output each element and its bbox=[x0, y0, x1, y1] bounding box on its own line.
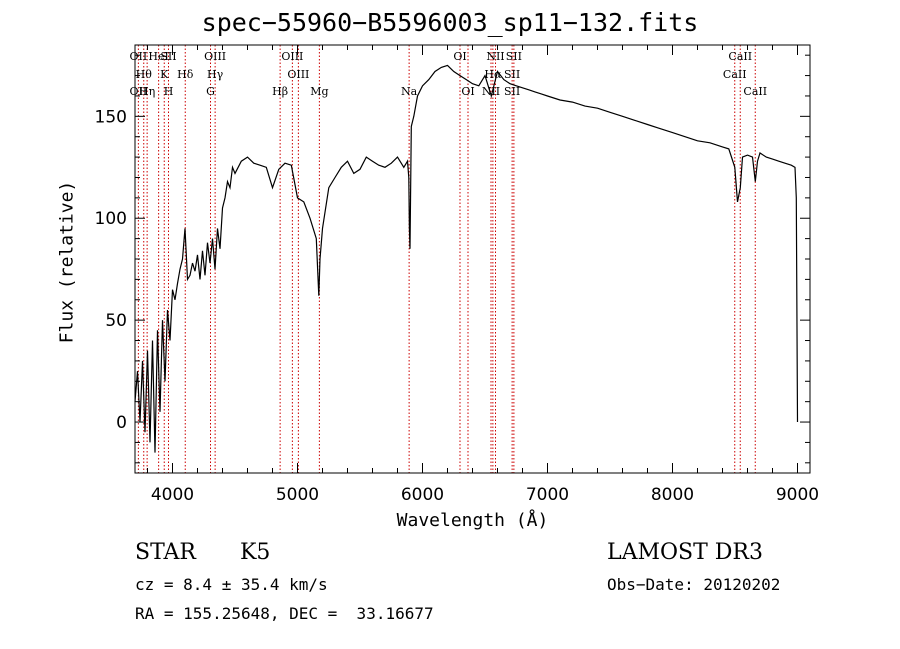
chart-title: spec−55960−B5596003_sp11−132.fits bbox=[201, 8, 699, 37]
x-axis-label: Wavelength (Å) bbox=[396, 510, 549, 531]
flux-series bbox=[134, 64, 799, 453]
line-label: CaII bbox=[743, 85, 767, 98]
redshift-cz: cz = 8.4 ± 35.4 km/s bbox=[135, 575, 328, 594]
line-label: OII bbox=[130, 50, 148, 63]
y-tick-label: 100 bbox=[95, 209, 127, 229]
line-label: OIII bbox=[287, 68, 309, 81]
line-label: OIII bbox=[204, 50, 226, 63]
line-label: Na bbox=[401, 85, 418, 98]
line-label: OI bbox=[453, 50, 466, 63]
y-axis-label: Flux (relative) bbox=[56, 180, 78, 344]
line-label: Hη bbox=[139, 85, 155, 98]
object-subclass: K5 bbox=[240, 540, 271, 565]
x-tick-label: 6000 bbox=[401, 485, 444, 505]
observation-date: Obs−Date: 20120202 bbox=[607, 575, 781, 594]
x-tick-label: 9000 bbox=[776, 485, 819, 505]
line-label: CaII bbox=[728, 50, 752, 63]
line-label: Mg bbox=[310, 85, 328, 98]
object-class: STAR bbox=[135, 540, 196, 565]
line-label: Hδ bbox=[177, 68, 194, 81]
line-label: OIII bbox=[281, 50, 303, 63]
line-label: SII bbox=[506, 50, 522, 63]
x-tick-label: 5000 bbox=[276, 485, 319, 505]
coordinates: RA = 155.25648, DEC = 33.16677 bbox=[135, 604, 434, 623]
plot-frame bbox=[134, 44, 811, 474]
line-label: OI bbox=[461, 85, 474, 98]
line-label: OII bbox=[130, 85, 148, 98]
line-label: NII bbox=[486, 50, 504, 63]
y-tick-label: 150 bbox=[95, 107, 127, 127]
x-tick-label: 4000 bbox=[151, 485, 194, 505]
flux-line bbox=[134, 64, 799, 453]
line-label: H bbox=[164, 85, 174, 98]
emission-line-labels: OIIHθHeIKSIIHδOIIIHγOIIIOIIIOIHαNIISIISI… bbox=[130, 50, 768, 98]
line-label: NII bbox=[482, 85, 500, 98]
line-label: CaII bbox=[723, 68, 747, 81]
line-label: SII bbox=[504, 85, 520, 98]
line-label: SII bbox=[504, 68, 520, 81]
line-label: Hθ bbox=[136, 68, 153, 81]
x-tick-label: 8000 bbox=[651, 485, 694, 505]
line-label: SII bbox=[160, 50, 176, 63]
survey-name: LAMOST DR3 bbox=[607, 540, 763, 565]
x-tick-label: 7000 bbox=[526, 485, 569, 505]
line-label: G bbox=[206, 85, 215, 98]
emission-line-markers bbox=[137, 45, 756, 473]
axis-ticks: 4000 5000 6000 7000 8000 9000 0 50 100 150 bbox=[95, 45, 819, 505]
line-label: K bbox=[160, 68, 169, 81]
line-label: Hγ bbox=[207, 68, 224, 81]
line-label: HeI bbox=[148, 50, 168, 63]
line-label: Hβ bbox=[272, 85, 288, 98]
y-tick-label: 50 bbox=[105, 311, 127, 331]
y-tick-label: 0 bbox=[116, 413, 127, 433]
